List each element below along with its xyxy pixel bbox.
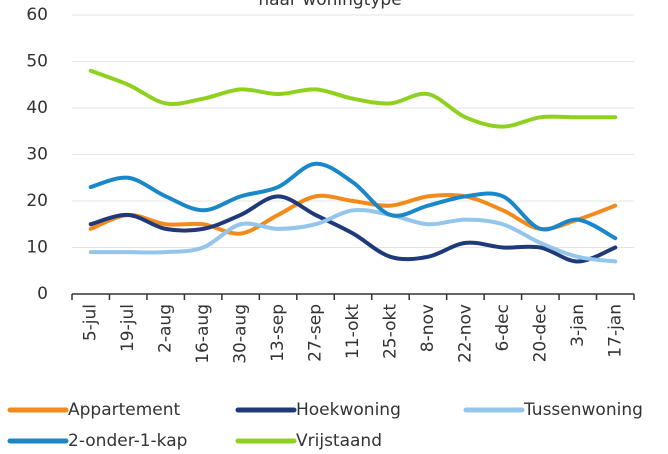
x-tick-label: 20-dec bbox=[530, 304, 550, 362]
x-tick-label: 19-jul bbox=[118, 304, 138, 352]
y-tick-label: 30 bbox=[26, 145, 48, 165]
x-tick-label: 3-jan bbox=[568, 304, 588, 347]
line-series bbox=[88, 161, 618, 241]
x-tick-label: 13-sep bbox=[268, 304, 288, 362]
legend-label: 2-onder-1-kap bbox=[68, 431, 187, 451]
x-tick-label: 2-aug bbox=[156, 304, 176, 353]
line-series bbox=[88, 194, 618, 264]
y-tick-label: 50 bbox=[26, 52, 48, 72]
x-tick-label: 25-okt bbox=[380, 304, 400, 359]
y-tick-label: 40 bbox=[26, 98, 48, 118]
x-tick-label: 6-dec bbox=[493, 304, 513, 352]
x-tick-label: 17-jan bbox=[605, 304, 625, 358]
y-tick-label: 20 bbox=[26, 191, 48, 211]
x-tick-label: 5-jul bbox=[81, 304, 101, 341]
x-tick-label: 8-nov bbox=[418, 304, 438, 352]
x-tick-label: 22-nov bbox=[455, 304, 475, 363]
y-tick-label: 60 bbox=[26, 5, 48, 25]
legend-label: Tussenwoning bbox=[523, 400, 643, 420]
x-tick-label: 27-sep bbox=[306, 304, 326, 362]
line-series bbox=[88, 192, 618, 236]
legend-label: Vrijstaand bbox=[296, 431, 382, 451]
legend-label: Hoekwoning bbox=[296, 400, 401, 420]
line-series bbox=[88, 207, 618, 264]
legend-label: Appartement bbox=[68, 400, 181, 420]
x-tick-label: 11-okt bbox=[343, 304, 363, 359]
chart-title: naar woningtype bbox=[258, 0, 401, 10]
y-tick-label: 10 bbox=[26, 238, 48, 258]
x-tick-label: 16-aug bbox=[193, 304, 213, 364]
x-tick-label: 30-aug bbox=[231, 304, 251, 364]
line-series bbox=[88, 68, 618, 129]
y-tick-label: 0 bbox=[37, 284, 48, 304]
